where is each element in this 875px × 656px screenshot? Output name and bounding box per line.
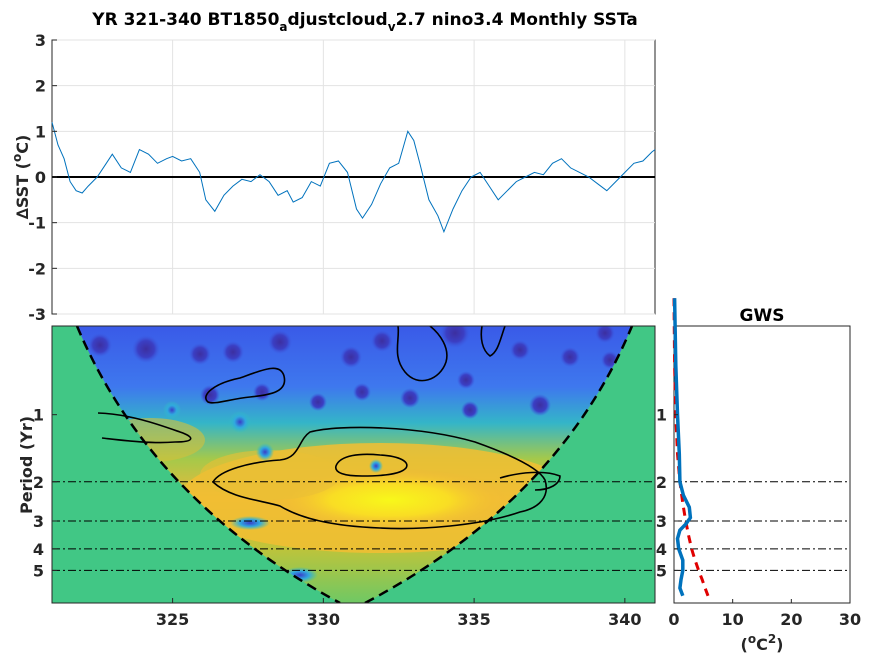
contour-period-2-ring: [335, 453, 408, 477]
y-tick-label: 1: [35, 122, 46, 141]
gws-x-tick-label: 20: [780, 610, 802, 629]
gws-x-label: (oC2): [741, 632, 784, 654]
time-series-grid: [52, 39, 655, 315]
y-tick-label: -3: [28, 305, 46, 324]
significance-contours: [97, 326, 561, 530]
gws-axes: [673, 325, 851, 604]
time-series-y-label: ∆SST (oC): [10, 135, 32, 220]
period-y-label: Period (Yr): [17, 416, 36, 514]
y-tick-label: 2: [35, 77, 46, 96]
y-tick-label: 3: [35, 31, 46, 50]
period-tick-label: 5: [33, 561, 44, 580]
wavelet-power-panel: 1 2 3 4 5 325 330 335 340 Period (Yr): [17, 325, 656, 629]
gws-y-tick-label: 4: [656, 540, 667, 559]
gws-x-tick-label: 0: [668, 610, 679, 629]
period-tick-label: 3: [33, 512, 44, 531]
gws-y-tick-label: 2: [656, 473, 667, 492]
period-tick-label: 4: [33, 540, 44, 559]
y-tick-label: 0: [35, 168, 46, 187]
wavelet-x-ticks: 325 330 335 340: [156, 598, 642, 629]
cone-of-influence: [75, 326, 634, 603]
chart-title: YR 321-340 BT1850adjustcloudv2.7 nino3.4…: [91, 10, 637, 34]
gws-title: GWS: [740, 306, 785, 326]
gws-y-tick-label: 1: [656, 406, 667, 425]
period-tick-label: 2: [33, 473, 44, 492]
gws-y-tick-label: 5: [656, 561, 667, 580]
contour-top-right: [480, 326, 506, 357]
wavelet-y-ticks: 1 2 3 4 5: [33, 406, 57, 580]
gws-period-lines: [674, 481, 850, 571]
gws-x-tick-label: 30: [839, 610, 861, 629]
gws-x-ticks: 0 10 20 30: [668, 599, 861, 629]
contour-top-center: [396, 326, 448, 382]
sst-anomaly-line: [51, 122, 656, 234]
gws-panel: GWS 1 2 3 4 5 0 10 20 30 (oC2): [656, 298, 861, 654]
contour-right-lobe: [499, 471, 561, 491]
x-tick-label: 325: [156, 610, 189, 629]
x-tick-label: 330: [307, 610, 340, 629]
gws-significance-line: [672, 298, 710, 597]
y-tick-label: -2: [28, 259, 46, 278]
gws-y-ticks: 1 2 3 4 5: [656, 406, 678, 580]
period-tick-label: 1: [33, 406, 44, 425]
time-series-y-ticks: -3 -2 -1 0 1 2 3: [28, 31, 57, 324]
contour-upper-left: [205, 367, 286, 404]
wavelet-period-lines: [52, 481, 655, 571]
x-tick-label: 340: [608, 610, 641, 629]
x-tick-label: 335: [457, 610, 490, 629]
gws-x-tick-label: 10: [722, 610, 744, 629]
time-series-panel: -3 -2 -1 0 1 2 3 ∆SST (oC): [10, 31, 656, 324]
contour-left-band: [97, 412, 192, 444]
wavelet-axes: [51, 325, 656, 604]
gws-power-line: [672, 298, 693, 597]
gws-y-tick-label: 3: [656, 512, 667, 531]
contour-hot-region: [211, 426, 547, 530]
y-tick-label: -1: [28, 214, 46, 233]
